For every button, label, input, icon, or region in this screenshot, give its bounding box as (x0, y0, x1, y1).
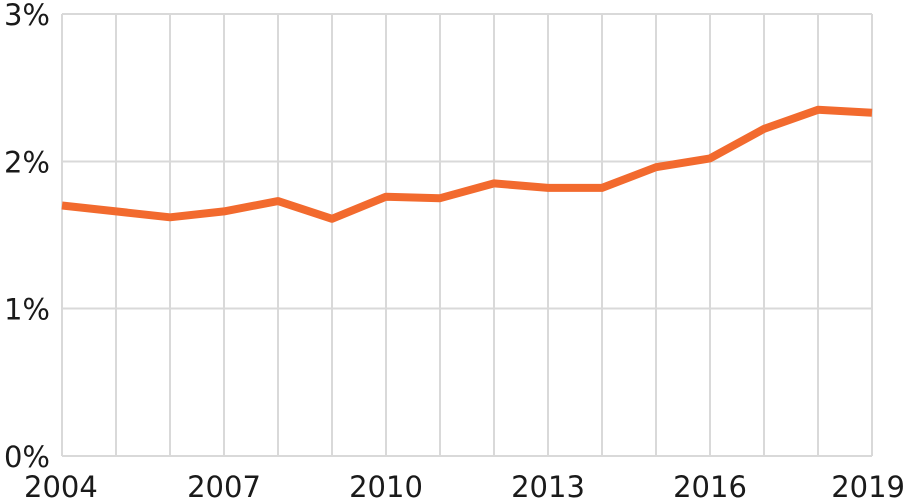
x-tick-label: 2013 (511, 470, 585, 503)
x-axis-tick-labels: 2004 2007 2010 2013 2016 2019 (24, 470, 905, 503)
x-tick-label: 2019 (831, 470, 905, 503)
y-tick-label: 0% (4, 440, 50, 474)
x-tick-label: 2007 (187, 470, 261, 503)
series-layer (61, 105, 873, 223)
y-tick-label: 1% (4, 293, 50, 327)
y-axis-tick-labels: 0% 1% 2% 3% (4, 0, 50, 474)
x-tick-label: 2016 (673, 470, 747, 503)
x-tick-label: 2010 (349, 470, 423, 503)
grid (61, 13, 873, 457)
series-line (61, 105, 873, 223)
y-tick-label: 3% (4, 0, 50, 32)
x-tick-label: 2004 (24, 470, 98, 503)
y-tick-label: 2% (4, 145, 50, 179)
